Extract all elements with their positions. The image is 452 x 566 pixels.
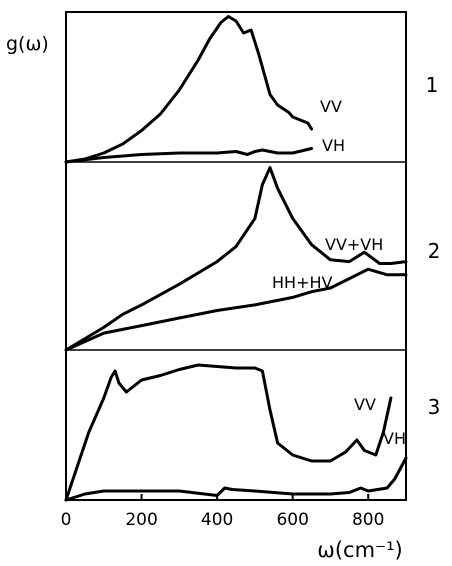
panel-1-series-vh-label: VH xyxy=(322,136,345,155)
panel-2-number-label: 2 xyxy=(428,239,441,263)
panel-frames xyxy=(65,11,407,501)
panel-2-series-hh-plus-hv-label: HH+HV xyxy=(272,273,333,292)
panel-3-number-label: 3 xyxy=(428,395,441,419)
x-tick-label-600: 600 xyxy=(276,510,308,530)
x-tick-label-200: 200 xyxy=(125,510,157,530)
plot-frame xyxy=(65,11,407,501)
panel-3-series-vh-label: VH xyxy=(383,429,406,448)
panel-2-series-vv-plus-vh-line xyxy=(64,166,408,352)
chart-text-labels: VV VH 1 VV+VH HH+HV 2 VV VH 3 g(ω) xyxy=(6,33,440,448)
panel-3-series-vv-label: VV xyxy=(354,395,376,414)
x-axis: 0 200 400 600 800 ω(cm⁻¹) xyxy=(61,494,403,562)
x-axis-label: ω(cm⁻¹) xyxy=(317,538,402,562)
panel-3-series-vh-line xyxy=(64,456,408,502)
x-tick-label-0: 0 xyxy=(61,510,72,530)
x-tick-label-800: 800 xyxy=(352,510,384,530)
panel-3-series-vv-line xyxy=(64,363,393,502)
y-axis-label: g(ω) xyxy=(6,33,49,55)
panel-2-series-hh-plus-hv-line xyxy=(64,267,408,352)
panel-1-number-label: 1 xyxy=(426,73,439,97)
x-tick-label-400: 400 xyxy=(201,510,233,530)
panel-1-series-vv-label: VV xyxy=(320,97,342,116)
spectral-curves xyxy=(64,15,408,502)
panel-1-series-vh-line xyxy=(64,147,314,164)
panel-2-series-vv-plus-vh-label: VV+VH xyxy=(325,235,383,254)
panel-1-series-vv-line xyxy=(64,15,314,164)
